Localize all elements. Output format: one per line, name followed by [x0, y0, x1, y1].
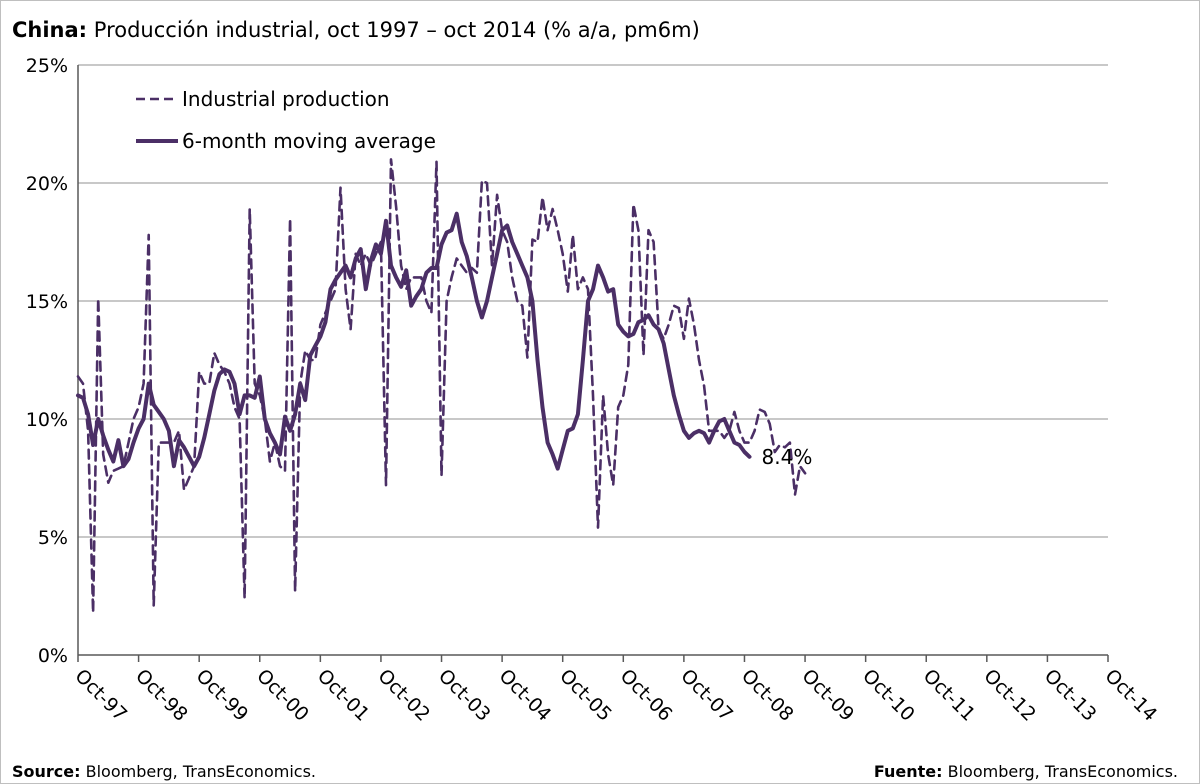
chart-title-text: Producción industrial, oct 1997 – oct 20… — [87, 18, 700, 42]
y-tick-label: 25% — [26, 55, 68, 77]
end-value-label: 8.4% — [762, 445, 813, 469]
fuente-text: Bloomberg, TransEconomics. — [942, 762, 1178, 781]
x-tick-label: Oct-08 — [737, 665, 798, 726]
x-tick-label: Oct-12 — [979, 665, 1040, 726]
x-tick-label: Oct-00 — [252, 665, 313, 726]
chart-title-bold: China: — [12, 18, 88, 42]
grid-lines — [78, 64, 1108, 538]
x-tick-label: Oct-98 — [131, 665, 192, 726]
y-tick-label: 10% — [26, 409, 68, 431]
legend-label: 6-month moving average — [182, 129, 436, 153]
legend: Industrial production 6-month moving aver… — [136, 87, 436, 153]
y-tick-label: 15% — [26, 291, 68, 313]
x-tick-label: Oct-02 — [373, 665, 434, 726]
fuente-note: Fuente: Bloomberg, TransEconomics. — [874, 762, 1178, 781]
x-tick-label: Oct-11 — [919, 665, 980, 726]
source-note: Source: Bloomberg, TransEconomics. — [12, 762, 316, 781]
axes — [77, 65, 1109, 662]
end-label: 8.4% — [762, 445, 813, 469]
y-tick-label: 5% — [38, 527, 68, 549]
x-tick-label: Oct-10 — [858, 665, 919, 726]
x-tick-labels: Oct-97 Oct-98 Oct-99 Oct-00 Oct-01 Oct-02 Oct-… — [70, 665, 1161, 726]
x-tick-label: Oct-09 — [798, 665, 859, 726]
industrial-production-line — [76, 158, 807, 614]
x-tick-label: Oct-13 — [1040, 665, 1101, 726]
moving-average-line — [76, 211, 752, 471]
x-tick-label: Oct-05 — [555, 665, 616, 726]
fuente-label: Fuente: — [873, 762, 943, 781]
x-tick-label: Oct-06 — [616, 665, 677, 726]
x-tick-label: Oct-04 — [495, 665, 556, 726]
source-text: Bloomberg, TransEconomics. — [80, 762, 316, 781]
y-tick-label: 20% — [26, 173, 68, 195]
x-tick-label: Oct-01 — [313, 665, 374, 726]
x-tick-label: Oct-07 — [676, 665, 737, 726]
source-label: Source: — [12, 762, 81, 781]
x-tick-label: Oct-99 — [192, 665, 253, 726]
legend-label: Industrial production — [182, 87, 390, 111]
chart-title: China: Producción industrial, oct 1997 –… — [12, 18, 700, 42]
x-tick-label: Oct-97 — [70, 665, 131, 726]
y-tick-label: 0% — [38, 645, 68, 667]
x-tick-label: Oct-03 — [434, 665, 495, 726]
series-lines — [76, 158, 807, 614]
y-tick-labels: 0% 5% 10% 15% 20% 25% — [26, 55, 68, 667]
x-tick-label: Oct-14 — [1100, 665, 1161, 726]
